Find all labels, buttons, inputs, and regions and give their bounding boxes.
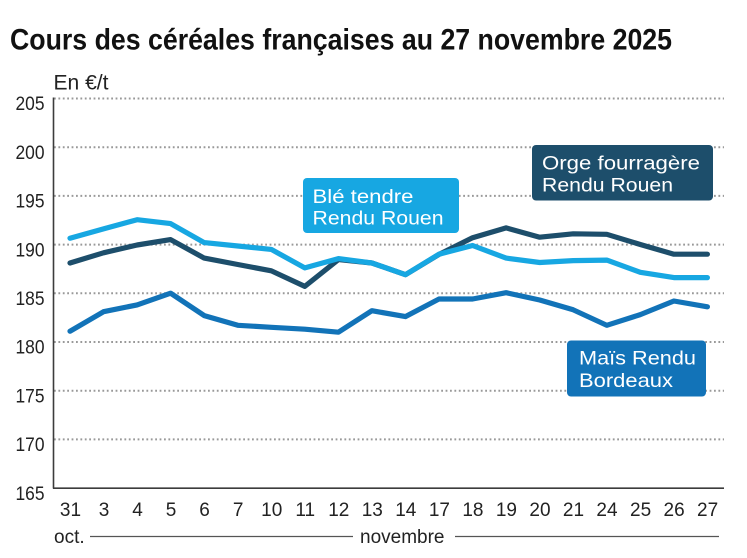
svg-text:Blé tendre: Blé tendre	[313, 186, 414, 208]
svg-text:En €/t: En €/t	[54, 72, 109, 95]
svg-text:18: 18	[462, 500, 483, 521]
svg-text:165: 165	[16, 484, 45, 505]
svg-text:200: 200	[16, 143, 45, 164]
svg-text:4: 4	[132, 500, 143, 521]
svg-text:31: 31	[60, 500, 81, 521]
svg-text:190: 190	[16, 240, 45, 261]
svg-text:180: 180	[16, 338, 45, 359]
svg-text:Orge fourragère: Orge fourragère	[542, 153, 700, 175]
svg-text:Rendu Rouen: Rendu Rouen	[542, 174, 673, 196]
svg-text:170: 170	[16, 435, 45, 456]
svg-text:Maïs Rendu: Maïs Rendu	[579, 348, 696, 370]
svg-text:7: 7	[233, 500, 244, 521]
svg-text:21: 21	[563, 500, 584, 521]
svg-text:24: 24	[596, 500, 618, 521]
svg-text:17: 17	[429, 500, 450, 521]
svg-text:6: 6	[199, 500, 210, 521]
svg-text:11: 11	[295, 500, 315, 521]
svg-text:185: 185	[16, 289, 45, 310]
svg-text:195: 195	[16, 192, 45, 213]
svg-text:14: 14	[395, 500, 417, 521]
svg-text:5: 5	[166, 500, 177, 521]
svg-text:Bordeaux: Bordeaux	[579, 370, 673, 392]
svg-text:12: 12	[328, 500, 349, 521]
svg-text:175: 175	[16, 386, 45, 407]
svg-text:10: 10	[261, 500, 282, 521]
svg-text:oct.: oct.	[54, 527, 85, 548]
svg-text:19: 19	[496, 500, 517, 521]
svg-text:25: 25	[630, 500, 651, 521]
svg-text:Cours des céréales françaises: Cours des céréales françaises au 27 nove…	[10, 24, 672, 57]
svg-text:Rendu Rouen: Rendu Rouen	[313, 208, 444, 230]
svg-text:205: 205	[16, 94, 45, 115]
svg-text:26: 26	[664, 500, 685, 521]
svg-text:3: 3	[99, 500, 110, 521]
svg-text:27: 27	[697, 500, 718, 521]
svg-text:13: 13	[362, 500, 383, 521]
svg-text:20: 20	[529, 500, 550, 521]
svg-text:novembre: novembre	[360, 527, 445, 548]
